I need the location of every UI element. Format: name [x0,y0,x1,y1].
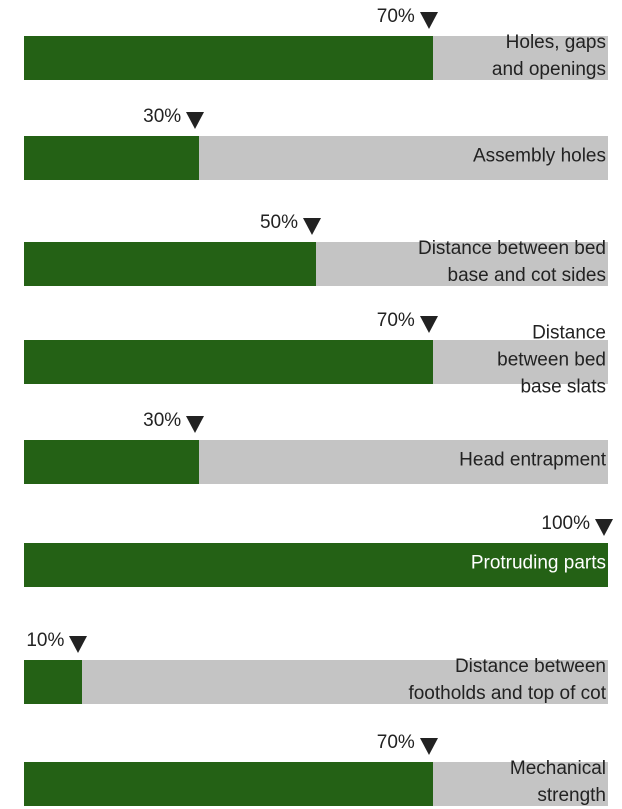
value-marker [186,112,205,129]
category-label: Holes, gaps and openings [491,32,606,80]
value-label: 100% [541,513,590,534]
bar [24,762,433,806]
bar [24,543,608,587]
category-label: Assembly holes [472,145,606,167]
value-marker [69,636,88,653]
value-marker [419,12,438,29]
value-marker [419,316,438,333]
category-label: Distance between bed base slats [497,322,606,398]
bar [24,136,200,180]
value-marker [186,416,205,433]
bar [24,36,433,80]
bar [24,242,316,286]
value-label: 50% [259,212,298,233]
value-marker [303,218,321,235]
value-label: 30% [143,106,182,127]
category-label: Head entrapment [459,449,606,471]
category-label: Mechanical strength [509,758,606,806]
value-marker [595,519,613,536]
value-label: 70% [376,732,415,753]
bar [24,340,433,384]
category-label: Distance between bed base and cot sides [417,238,606,286]
value-label: 70% [376,6,415,27]
value-label: 30% [143,410,182,431]
bar [24,440,200,484]
category-label: Protruding parts [470,552,606,574]
value-label: 10% [26,630,65,651]
category-label: Distance between footholds and top of co… [408,656,606,704]
value-label: 70% [376,310,415,331]
value-marker [419,738,438,755]
bar [24,660,83,704]
bar-track [24,660,608,704]
